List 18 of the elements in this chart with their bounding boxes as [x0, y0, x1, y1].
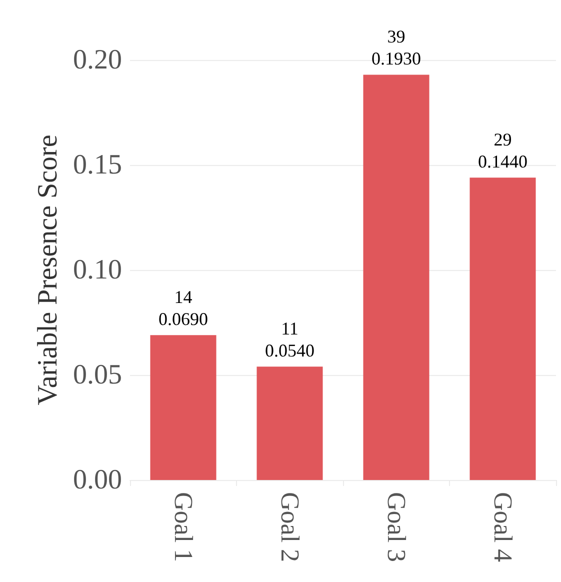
y-tick-label: 0.20 — [73, 44, 122, 76]
data-label: 39 0.1930 — [372, 26, 421, 69]
x-tick-label: Goal 4 — [488, 492, 518, 562]
bar — [470, 178, 536, 480]
data-label: 14 0.0690 — [158, 287, 208, 330]
x-tick-label: Goal 2 — [275, 492, 304, 562]
x-tick-label: Goal 1 — [168, 492, 198, 562]
data-label: 29 0.1440 — [478, 130, 528, 172]
bar — [363, 74, 430, 480]
y-tick-label: 0.10 — [73, 254, 122, 286]
y-tick-label: 0.00 — [73, 464, 122, 496]
y-tick-label: 0.15 — [73, 150, 122, 180]
bar — [150, 335, 216, 480]
bar — [256, 366, 323, 480]
x-tick-label: Goal 3 — [382, 492, 411, 562]
y-axis-title: Variable Presence Score — [32, 134, 64, 406]
y-tick-label: 0.05 — [73, 360, 122, 390]
data-label: 11 0.0540 — [265, 318, 314, 361]
